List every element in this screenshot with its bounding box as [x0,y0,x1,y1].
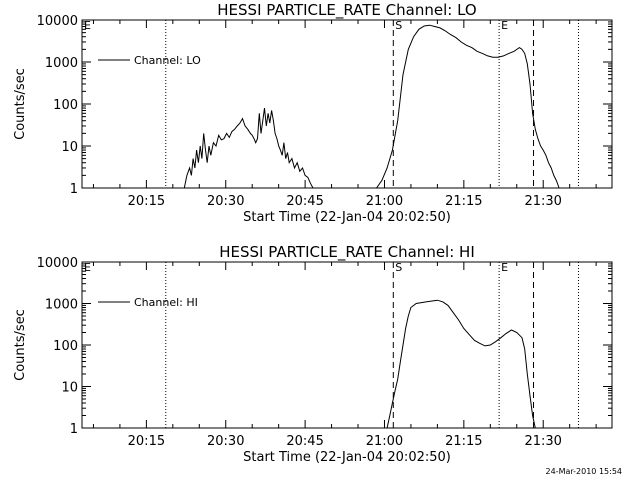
series-line-channel-lo [183,108,314,189]
y-tick-label: 1000 [45,298,78,313]
y-tick-label: 10000 [37,256,78,271]
legend-label: Channel: LO [134,54,201,67]
x-tick-label: 20:45 [286,434,323,449]
plot-frame [81,19,613,189]
y-tick-label: 1000 [45,56,78,71]
y-tick-label: 1 [70,422,78,437]
chart-title: HESSI PARTICLE_RATE Channel: LO [217,1,476,20]
series-line-channel-lo [376,24,560,189]
x-tick-label: 21:15 [445,434,482,449]
y-tick-label: 100 [53,339,78,354]
marker-label: S [395,19,402,32]
marker-label: S [395,261,402,274]
y-tick-label: 100 [53,98,78,113]
plot-frame [81,261,613,429]
x-tick-label: 20:30 [207,434,244,449]
marker-label: E [84,261,91,274]
x-tick-label: 20:15 [128,434,165,449]
y-tick-label: 10 [61,140,78,155]
x-axis-label: Start Time (22-Jan-04 20:02:50) [243,210,451,225]
x-tick-label: 20:30 [207,194,244,209]
x-tick-label: 20:15 [128,194,165,209]
x-tick-label: 21:30 [524,434,561,449]
y-tick-label: 10000 [37,14,78,29]
x-tick-label: 21:00 [366,194,403,209]
x-tick-label: 21:30 [524,194,561,209]
y-tick-label: 1 [70,182,78,197]
chart-title: HESSI PARTICLE_RATE Channel: HI [219,243,475,262]
legend-label: Channel: HI [134,296,198,309]
y-axis-label: Counts/sec [13,68,28,140]
x-axis-label: Start Time (22-Jan-04 20:02:50) [243,450,451,465]
marker-label: E [84,19,91,32]
x-tick-label: 20:45 [286,194,323,209]
x-tick-label: 21:15 [445,194,482,209]
panel-hi: HESSI PARTICLE_RATE Channel: HI 1 10 100 100… [13,243,613,465]
marker-label: E [501,19,508,32]
marker-label: E [501,261,508,274]
x-tick-label: 21:00 [366,434,403,449]
footer-timestamp: 24-Mar-2010 15:54 [546,467,623,476]
y-axis-label: Counts/sec [13,309,28,381]
series-line-channel-hi [386,299,536,429]
panel-lo: HESSI PARTICLE_RATE Channel: LO 1 10 100 100… [13,1,613,225]
y-tick-label: 10 [61,381,78,396]
